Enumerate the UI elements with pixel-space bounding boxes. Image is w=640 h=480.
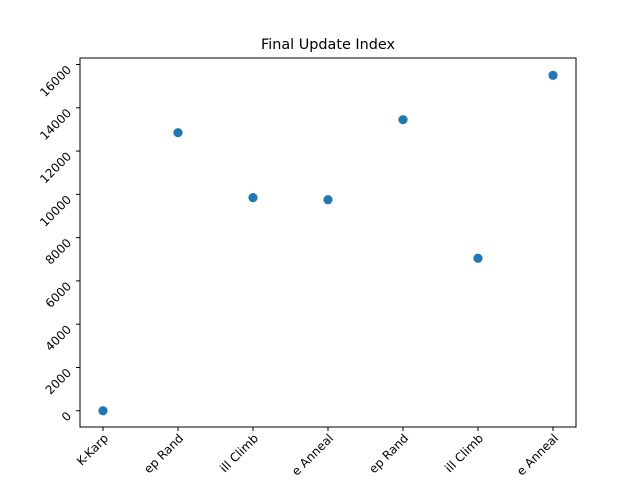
data-point [98,406,108,416]
data-point [473,253,483,263]
y-axis: 0 2000 4000 6000 8000 10000 12000 14000 16000 [37,63,80,424]
y-tick-label: 0 [59,409,74,424]
x-tick-label: K-Karp [74,431,111,468]
x-tick-label: ep Rand [141,431,186,476]
y-tick-label: 12000 [37,149,74,186]
y-tick-label: 16000 [37,63,74,100]
x-tick-label: e Anneal [289,431,336,478]
data-points [98,70,558,416]
y-tick-label: 4000 [43,322,74,353]
x-tick-label: e Anneal [514,431,561,478]
plot-frame [79,57,577,428]
y-tick-label: 14000 [37,106,74,143]
data-point [173,128,183,138]
data-point [548,70,558,80]
data-point [398,115,408,125]
y-tick-label: 6000 [43,279,74,310]
y-tick-label: 2000 [43,366,74,397]
chart-title: Final Update Index [261,37,396,53]
data-point [323,195,333,205]
x-axis: K-Karp ep Rand ill Climb e Anneal ep Rand ill… [74,427,561,478]
x-tick-label: ep Rand [366,431,411,476]
x-tick-label: ill Climb [442,431,486,475]
y-tick-label: 8000 [43,236,74,267]
x-tick-label: ill Climb [217,431,261,475]
y-tick-label: 10000 [37,193,74,230]
data-point [248,192,258,203]
